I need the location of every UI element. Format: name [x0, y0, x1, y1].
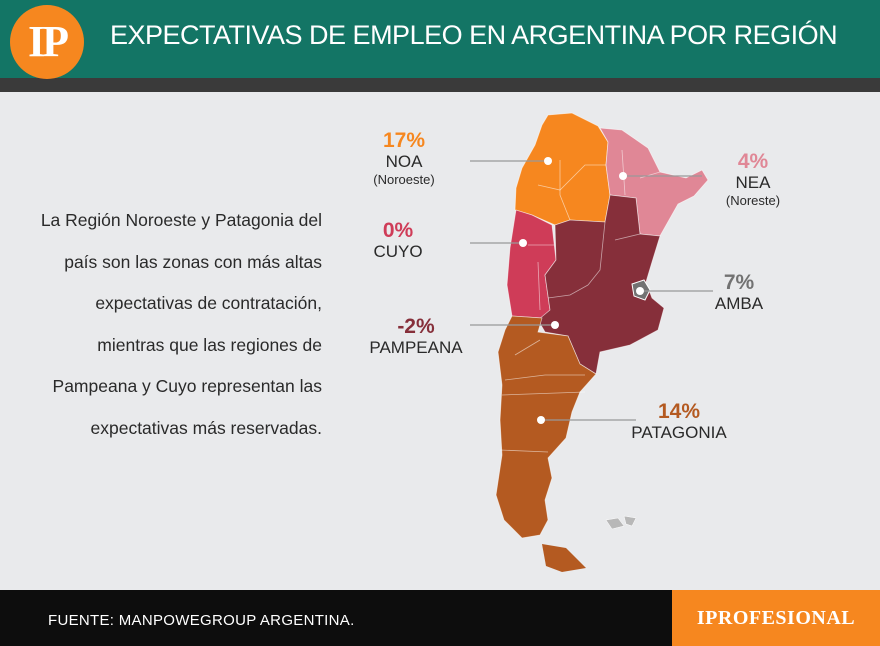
region-pampeana	[537, 194, 665, 375]
amba-pct: 7%	[723, 271, 755, 294]
region-tierra-del-fuego	[542, 544, 586, 572]
noa-pct: 17%	[382, 129, 426, 152]
amba-name: AMBA	[714, 294, 764, 313]
ip-logo: IP	[10, 5, 84, 79]
nea-sub: (Noreste)	[725, 193, 781, 208]
malvinas-islands	[605, 515, 637, 530]
nea-pct: 4%	[737, 150, 769, 173]
pampeana-pct: -2%	[397, 315, 435, 338]
argentina-map	[470, 112, 713, 572]
source-note: FUENTE: MANPOWEGROUP ARGENTINA.	[48, 612, 355, 629]
nea-name: NEA	[735, 173, 771, 192]
label-amba: 7% AMBA	[708, 272, 770, 314]
label-cuyo: 0% CUYO	[370, 220, 426, 262]
pampeana-name: PAMPEANA	[369, 338, 463, 357]
header-divider	[0, 78, 880, 92]
region-dots	[519, 157, 644, 424]
region-nea	[599, 127, 709, 237]
label-noa: 17% NOA (Noroeste)	[366, 130, 442, 188]
region-noa	[514, 112, 611, 226]
page-title: EXPECTATIVAS DE EMPLEO EN ARGENTINA POR …	[110, 20, 838, 50]
region-patagonia	[495, 315, 597, 539]
cuyo-pct: 0%	[382, 219, 414, 242]
brand-logo: IPROFESIONAL	[672, 590, 880, 646]
label-patagonia: 14% PATAGONIA	[630, 401, 728, 443]
header: IP EXPECTATIVAS DE EMPLEO EN ARGENTINA P…	[0, 0, 880, 92]
header-bar	[0, 0, 880, 78]
description-text: La Región Noroeste y Patagonia del país …	[40, 210, 322, 438]
label-nea: 4% NEA (Noreste)	[720, 151, 786, 209]
noa-name: NOA	[385, 152, 423, 171]
cuyo-name: CUYO	[373, 242, 423, 261]
leader-lines	[470, 160, 713, 421]
label-pampeana: -2% PAMPEANA	[364, 316, 468, 358]
patagonia-pct: 14%	[657, 400, 701, 423]
noa-sub: (Noroeste)	[373, 172, 435, 187]
patagonia-name: PATAGONIA	[631, 423, 727, 442]
